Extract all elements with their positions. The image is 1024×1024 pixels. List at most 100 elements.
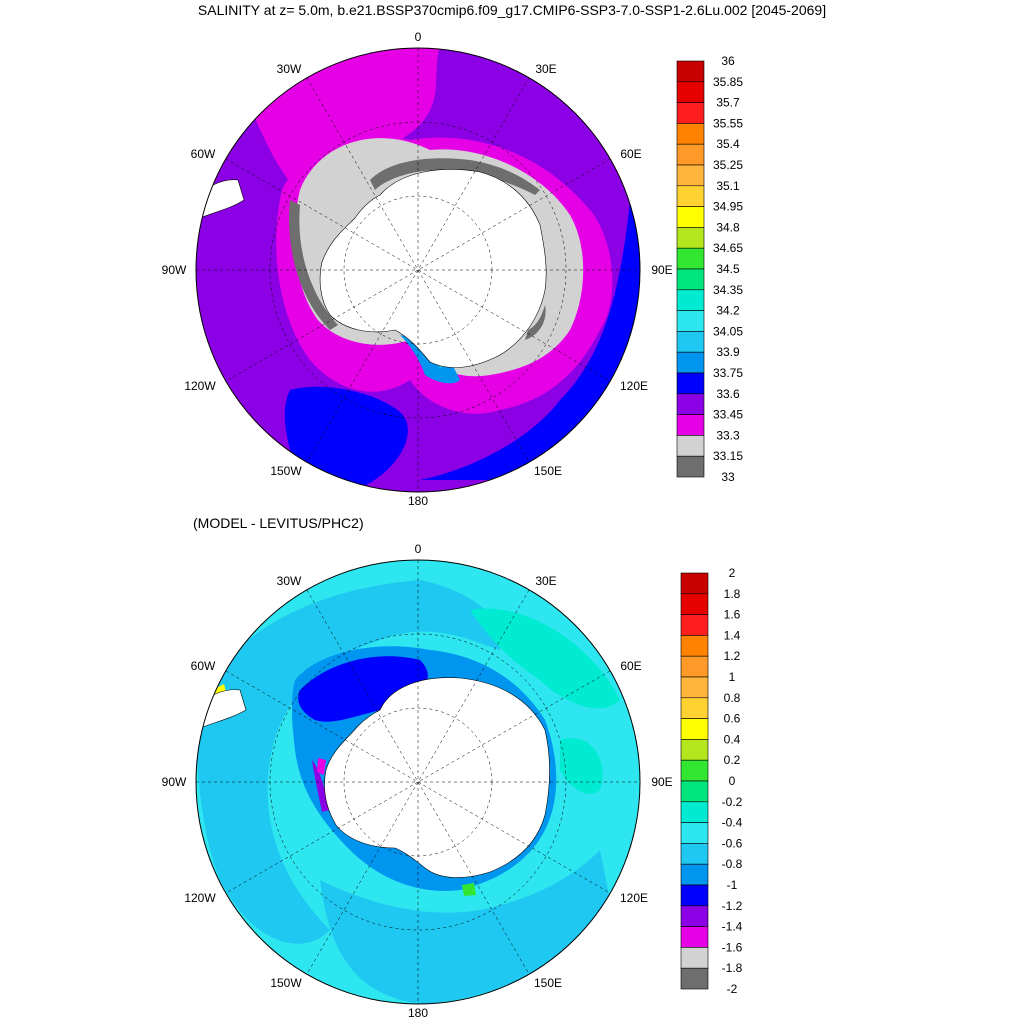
difference-antarctica-land [324, 677, 550, 878]
difference-colorbar-swatch [680, 801, 709, 823]
lon-label-90w: 90W [162, 263, 187, 277]
salinity-colorbar-label: 35.55 [713, 116, 743, 130]
salinity-colorbar-swatch [676, 247, 705, 270]
salinity-colorbar-label: 35.1 [716, 179, 740, 193]
salinity-colorbar-label: 33.15 [713, 449, 743, 463]
difference-colorbar-swatch [680, 697, 709, 719]
lon-label-30e: 30E [535, 62, 556, 76]
map-title: SALINITY at z= 5.0m, b.e21.BSSP370cmip6.… [197, 2, 827, 18]
salinity-colorbar-label: 33.45 [713, 408, 743, 422]
difference-colorbar-swatch [680, 863, 709, 886]
salinity-colorbar-swatch [676, 81, 705, 103]
difference-colorbar-label: -1 [727, 878, 738, 892]
salinity-colorbar-swatch [676, 310, 705, 332]
lon-label-30w-bottom: 30W [277, 574, 302, 588]
difference-colorbar-label: 0.2 [724, 753, 741, 767]
salinity-colorbar-swatch [676, 102, 705, 124]
salinity-colorbar: 36 35.85 35.7 35.55 35.4 35.25 35.1 34.95 34.8 34… [676, 54, 743, 484]
difference-colorbar-swatch [680, 739, 709, 761]
salinity-colorbar-label: 34.65 [713, 241, 743, 255]
difference-colorbar-swatch [680, 593, 709, 615]
difference-colorbar-swatch [680, 967, 709, 990]
difference-map-border [195, 559, 641, 1005]
salinity-colorbar-swatch [676, 123, 705, 145]
salinity-colorbar-swatch [676, 414, 705, 436]
lon-label-180-bottom: 180 [408, 1006, 428, 1020]
lon-label-90e-bottom: 90E [651, 775, 672, 789]
lon-label-150w-bottom: 150W [270, 976, 302, 990]
difference-colorbar-swatch [680, 635, 709, 657]
salinity-colorbar-label: 36 [721, 54, 735, 68]
difference-lighter-patch-center [560, 738, 603, 794]
difference-band-outer-west [196, 580, 502, 944]
salinity-colorbar-swatch [676, 185, 705, 207]
lon-label-150e: 150E [534, 464, 562, 478]
difference-colorbar-swatch [680, 843, 709, 865]
salinity-colorbar-label: 35.4 [716, 137, 740, 151]
salinity-colorbar-label: 33.3 [716, 428, 740, 442]
graticule [196, 48, 640, 492]
salinity-colorbar-swatch [676, 164, 705, 187]
salinity-colorbar-swatch [676, 435, 705, 457]
salinity-colorbar-label: 33.6 [716, 387, 740, 401]
difference-colorbar-swatch [680, 822, 709, 844]
salinity-colorbar-label: 35.25 [713, 158, 743, 172]
graticule-bottom [196, 560, 640, 1004]
salinity-colorbar-swatch [676, 227, 705, 249]
lon-label-30w: 30W [277, 62, 302, 76]
difference-colorbar-label: -1.4 [722, 920, 743, 934]
difference-magenta-spot [317, 758, 326, 775]
difference-subtitle: (MODEL - LEVITUS/PHC2) [193, 515, 364, 531]
difference-colorbar-swatch [680, 780, 709, 803]
difference-colorbar-label: -2 [727, 982, 738, 996]
salinity-colorbar-swatch [676, 351, 705, 374]
difference-colorbar-label: -0.6 [722, 836, 743, 850]
lon-label-120e-bottom: 120E [620, 891, 648, 905]
lon-label-60w: 60W [191, 147, 216, 161]
difference-colorbar-swatch [680, 655, 709, 678]
lon-label-120w-bottom: 120W [184, 891, 216, 905]
difference-colorbar-label: 0.6 [724, 712, 741, 726]
lon-label-0-bottom: 0 [415, 542, 422, 556]
difference-colorbar-label: -0.4 [722, 816, 743, 830]
difference-colorbar-swatch [680, 759, 709, 782]
difference-colorbar-label: -0.8 [722, 857, 743, 871]
difference-colorbar-swatch [680, 905, 709, 927]
difference-colorbar-swatch [680, 614, 709, 636]
salinity-darkgray-coastal [370, 158, 540, 195]
lon-label-180: 180 [408, 494, 428, 508]
difference-colorbar-label: -1.6 [722, 940, 743, 954]
difference-colorbar-label: -0.2 [722, 795, 743, 809]
salinity-colorbar-swatch [676, 206, 705, 228]
difference-lighter-patch-east [470, 608, 620, 709]
salinity-map-border [195, 47, 641, 493]
lon-label-90e: 90E [651, 263, 672, 277]
salinity-colorbar-label: 34.95 [713, 200, 743, 214]
salinity-colorbar-label: 34.35 [713, 283, 743, 297]
lon-label-0: 0 [415, 30, 422, 44]
difference-colorbar-label: 0.8 [724, 691, 741, 705]
lon-label-150w: 150W [270, 464, 302, 478]
difference-map-panel: 0 30W 30E 60W 60E 90W 90E 120W 120E 150W… [162, 542, 743, 1020]
difference-colorbar-swatch [680, 676, 709, 699]
salinity-colorbar-label: 34.2 [716, 304, 740, 318]
lon-label-120w: 120W [184, 379, 216, 393]
salinity-darkgray-coastal-west [289, 200, 338, 330]
difference-purple-peninsula [312, 760, 330, 812]
difference-colorbar: 2 1.8 1.6 1.4 1.2 1 0.8 0.6 0.4 0.2 0 -0.2 -0.4 -0.6 -… [680, 566, 743, 996]
difference-band-south [320, 850, 610, 1004]
salinity-colorbar-label: 34.8 [716, 220, 740, 234]
salinity-colorbar-label: 34.5 [716, 262, 740, 276]
difference-colorbar-label: 1 [729, 670, 736, 684]
salinity-colorbar-swatch [676, 143, 705, 166]
salinity-colorbar-label: 33.9 [716, 345, 740, 359]
salinity-colorbar-label: 35.85 [713, 75, 743, 89]
difference-field [196, 560, 640, 1004]
salinity-colorbar-label: 33.75 [713, 366, 743, 380]
salinity-colorbar-label: 34.05 [713, 324, 743, 338]
difference-colorbar-label: 1.2 [724, 649, 741, 663]
lon-label-60e-bottom: 60E [620, 659, 641, 673]
lon-label-150e-bottom: 150E [534, 976, 562, 990]
difference-colorbar-label: 0.4 [724, 732, 741, 746]
